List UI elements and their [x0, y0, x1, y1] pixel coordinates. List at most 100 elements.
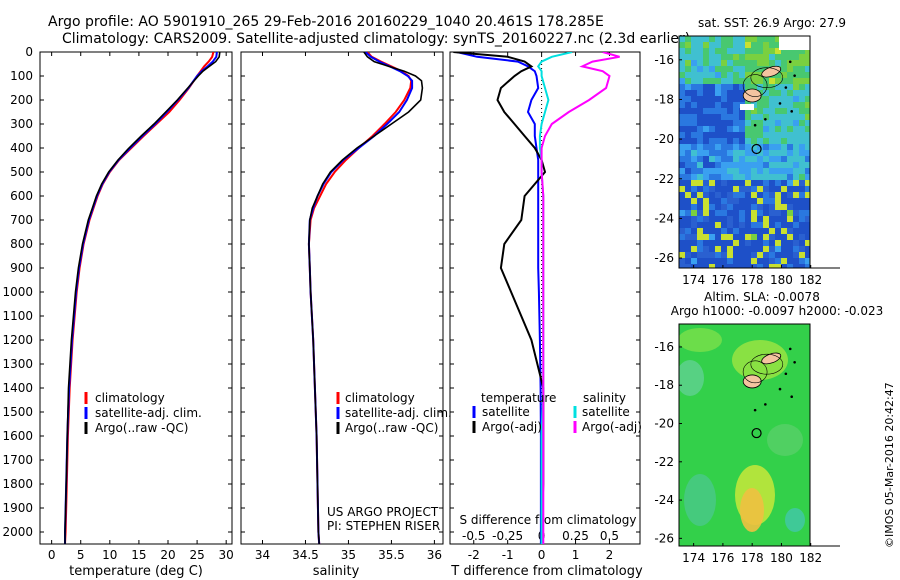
sst-cell [727, 234, 733, 240]
sst-cell [799, 204, 805, 210]
sst-cell [697, 258, 703, 264]
sla-title-line-2: Argo h1000: -0.0097 h2000: -0.023 [671, 304, 884, 318]
sst-cell [727, 216, 733, 222]
sst-cell [691, 180, 697, 186]
sst-cell [715, 90, 721, 96]
x-tick-label: 25 [189, 548, 204, 562]
sla-anomaly [679, 360, 704, 396]
sst-cell [799, 96, 805, 102]
sst-cell [799, 168, 805, 174]
sst-cell [769, 258, 775, 264]
sst-cell [685, 174, 691, 180]
sst-cell [685, 108, 691, 114]
sst-cell [757, 192, 763, 198]
sst-cell [721, 144, 727, 150]
sst-cell [769, 138, 775, 144]
sst-cell [793, 186, 799, 192]
sst-cell [781, 180, 787, 186]
sst-cell [709, 210, 715, 216]
depth-tick-label: 300 [10, 117, 33, 131]
sst-cell [721, 108, 727, 114]
sst-cell [763, 222, 769, 228]
sst-cell [769, 108, 775, 114]
lat-tick-label: -16 [654, 53, 674, 67]
sst-cell [763, 42, 769, 48]
sst-cell [733, 96, 739, 102]
sst-cell [733, 216, 739, 222]
sst-cell [709, 72, 715, 78]
depth-tick-label: 800 [10, 237, 33, 251]
sst-cell [739, 60, 745, 66]
sst-cell [727, 168, 733, 174]
sst-cell [691, 234, 697, 240]
sst-cell [757, 240, 763, 246]
sst-cell [769, 144, 775, 150]
legend-label: satellite [582, 405, 630, 419]
sst-cell [709, 156, 715, 162]
imos-credit: ©IMOS 05-Mar-2016 20:42:47 [883, 382, 896, 548]
small-island [784, 372, 788, 376]
sst-cell [709, 36, 715, 42]
sst-cell [697, 228, 703, 234]
sst-cell [733, 114, 739, 120]
sst-cell [709, 258, 715, 264]
sst-cell [703, 54, 709, 60]
sst-cell [691, 42, 697, 48]
sst-cell [781, 264, 787, 268]
sla-map [679, 324, 810, 546]
sst-cell [721, 120, 727, 126]
sst-cell [763, 54, 769, 60]
sst-cell [715, 174, 721, 180]
sst-cell [799, 108, 805, 114]
sst-cell [727, 246, 733, 252]
small-island [753, 123, 757, 127]
sst-cell [805, 60, 810, 66]
sst-cell [733, 162, 739, 168]
sst-cell [775, 84, 781, 90]
sst-cell [805, 102, 810, 108]
sst-cell [805, 228, 810, 234]
sst-cell [751, 162, 757, 168]
sst-cell [685, 234, 691, 240]
sst-cell [679, 108, 685, 114]
sst-cell [697, 126, 703, 132]
sla-map-frame [678, 323, 811, 547]
sst-cell [745, 180, 751, 186]
sst-cell [709, 144, 715, 150]
sst-cell [793, 168, 799, 174]
x-tick-label: 34.5 [292, 548, 319, 562]
sst-cell [787, 138, 793, 144]
sst-cell [763, 168, 769, 174]
sst-cell [715, 78, 721, 84]
sst-cell [793, 78, 799, 84]
sst-cell [739, 150, 745, 156]
sst-cell [685, 132, 691, 138]
sst-cell [703, 48, 709, 54]
x-tick-label: 0 [48, 548, 56, 562]
sst-cell [679, 156, 685, 162]
sst-cell [697, 156, 703, 162]
sst-cell [739, 186, 745, 192]
sst-cell [787, 90, 793, 96]
sst-cell [727, 192, 733, 198]
sst-cell [775, 54, 781, 60]
sst-map-axes: 174 176 178 180 182 -16 -18 -20 -22 -24 -26 [654, 53, 840, 547]
sst-cell [775, 234, 781, 240]
sst-cell [691, 132, 697, 138]
sst-cell [775, 222, 781, 228]
sst-cell [781, 132, 787, 138]
sst-cell [691, 72, 697, 78]
sst-cell [709, 66, 715, 72]
sst-cell [721, 258, 727, 264]
sst-cell [685, 126, 691, 132]
series-line-satellite-adj-clim- [307, 52, 414, 544]
sst-cell [793, 162, 799, 168]
sst-cell [739, 174, 745, 180]
sst-cell [709, 60, 715, 66]
s-diff-tick-label: -0.25 [492, 529, 523, 543]
sst-cell [757, 120, 763, 126]
sst-cell [757, 180, 763, 186]
sst-cell [709, 102, 715, 108]
sst-cell [745, 186, 751, 192]
sst-cell [727, 240, 733, 246]
